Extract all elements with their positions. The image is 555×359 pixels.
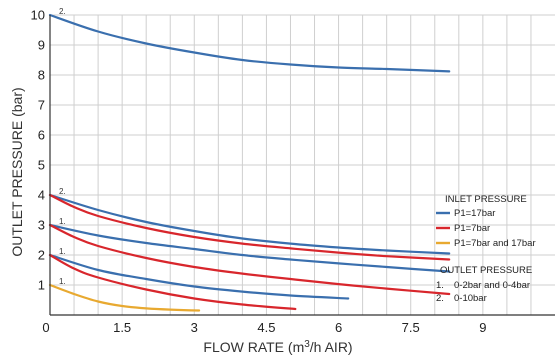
x-tick-label: 7.5 bbox=[402, 320, 420, 335]
curve-label: 2. bbox=[59, 7, 66, 16]
curve-label: 1. bbox=[59, 217, 66, 226]
x-tick-label: 9 bbox=[479, 320, 486, 335]
legend-outlet-num: 1. bbox=[436, 280, 444, 291]
y-tick-label: 7 bbox=[38, 98, 45, 113]
curve-labels: 2. 2. 1. 1. 1. bbox=[59, 7, 66, 286]
grid bbox=[50, 14, 555, 315]
x-axis-title-end: /h AIR) bbox=[310, 339, 353, 355]
legend-outlet-title: OUTLET PRESSURE bbox=[440, 265, 532, 276]
series-line bbox=[48, 223, 451, 296]
x-origin-label: 0 bbox=[42, 320, 49, 335]
x-tick-label: 1.5 bbox=[113, 320, 131, 335]
series-line bbox=[48, 253, 297, 311]
legend-outlet-label: 0-10bar bbox=[454, 293, 487, 304]
x-axis-title-sup: 3 bbox=[304, 339, 310, 350]
legend: INLET PRESSURE P1=17bar P1=7bar P1=7bar and… bbox=[436, 194, 536, 304]
y-tick-label: 9 bbox=[38, 38, 45, 53]
curve-label: 1. bbox=[59, 277, 66, 286]
y-tick-label: 4 bbox=[38, 188, 45, 203]
legend-item-label: P1=17bar bbox=[454, 208, 495, 219]
series-line bbox=[48, 253, 350, 300]
ticks: 1.5 3 4.5 6 7.5 9 0 1 2 3 4 5 6 7 8 9 10 bbox=[31, 8, 487, 336]
legend-item-label: P1=7bar bbox=[454, 223, 490, 234]
y-axis-title: OUTLET PRESSURE (bar) bbox=[9, 87, 25, 256]
series-line bbox=[48, 283, 201, 312]
x-tick-label: 3 bbox=[191, 320, 198, 335]
legend-outlet-num: 2. bbox=[436, 293, 444, 304]
y-tick-label: 10 bbox=[31, 8, 45, 23]
axes bbox=[49, 15, 555, 316]
curve-label: 2. bbox=[59, 187, 66, 196]
series-line bbox=[48, 193, 451, 261]
curve-label: 1. bbox=[59, 247, 66, 256]
series-line bbox=[48, 13, 451, 73]
y-tick-label: 5 bbox=[38, 158, 45, 173]
x-tick-label: 6 bbox=[335, 320, 342, 335]
series-line bbox=[48, 193, 451, 255]
series-line bbox=[48, 223, 451, 273]
legend-inlet-title: INLET PRESSURE bbox=[445, 194, 527, 205]
y-tick-label: 1 bbox=[38, 278, 45, 293]
y-tick-label: 2 bbox=[38, 248, 45, 263]
x-axis-title-main: FLOW RATE (m bbox=[203, 339, 304, 355]
y-tick-label: 6 bbox=[38, 128, 45, 143]
x-tick-label: 4.5 bbox=[257, 320, 275, 335]
x-axis-title: FLOW RATE (m3/h AIR) bbox=[203, 339, 352, 355]
series-layer bbox=[48, 13, 451, 312]
y-tick-label: 8 bbox=[38, 68, 45, 83]
y-tick-label: 3 bbox=[38, 218, 45, 233]
legend-item-label: P1=7bar and 17bar bbox=[454, 238, 536, 249]
legend-outlet-label: 0-2bar and 0-4bar bbox=[454, 280, 530, 291]
